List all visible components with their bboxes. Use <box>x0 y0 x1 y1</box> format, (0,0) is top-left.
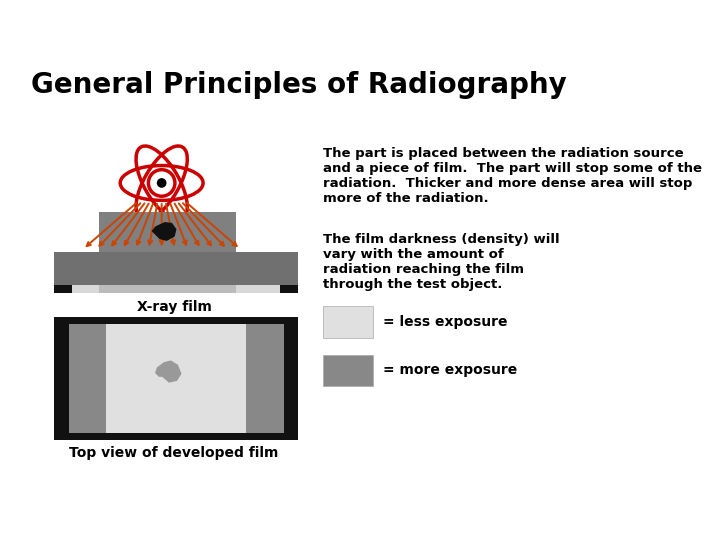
Bar <box>246 324 284 433</box>
Bar <box>54 285 299 293</box>
Text: General Principles of Radiography: General Principles of Radiography <box>30 71 567 99</box>
Text: The film darkness (density) will
vary with the amount of
radiation reaching the : The film darkness (density) will vary wi… <box>323 233 560 291</box>
Bar <box>69 324 106 433</box>
Bar <box>106 324 246 433</box>
Circle shape <box>158 179 166 187</box>
Polygon shape <box>156 361 181 382</box>
Bar <box>54 318 299 440</box>
Text: X-ray film: X-ray film <box>137 300 212 314</box>
Text: = more exposure: = more exposure <box>383 363 517 377</box>
Bar <box>323 355 373 386</box>
Bar <box>54 252 299 285</box>
Text: The part is placed between the radiation source
and a piece of film.  The part w: The part is placed between the radiation… <box>323 147 702 205</box>
Polygon shape <box>153 222 176 240</box>
Bar <box>99 212 236 252</box>
Bar <box>323 307 373 338</box>
Bar <box>280 285 299 293</box>
Text: = less exposure: = less exposure <box>383 315 508 329</box>
Text: Top view of developed film: Top view of developed film <box>69 446 279 460</box>
Bar <box>99 285 236 293</box>
Bar <box>54 285 72 293</box>
Circle shape <box>148 170 175 196</box>
